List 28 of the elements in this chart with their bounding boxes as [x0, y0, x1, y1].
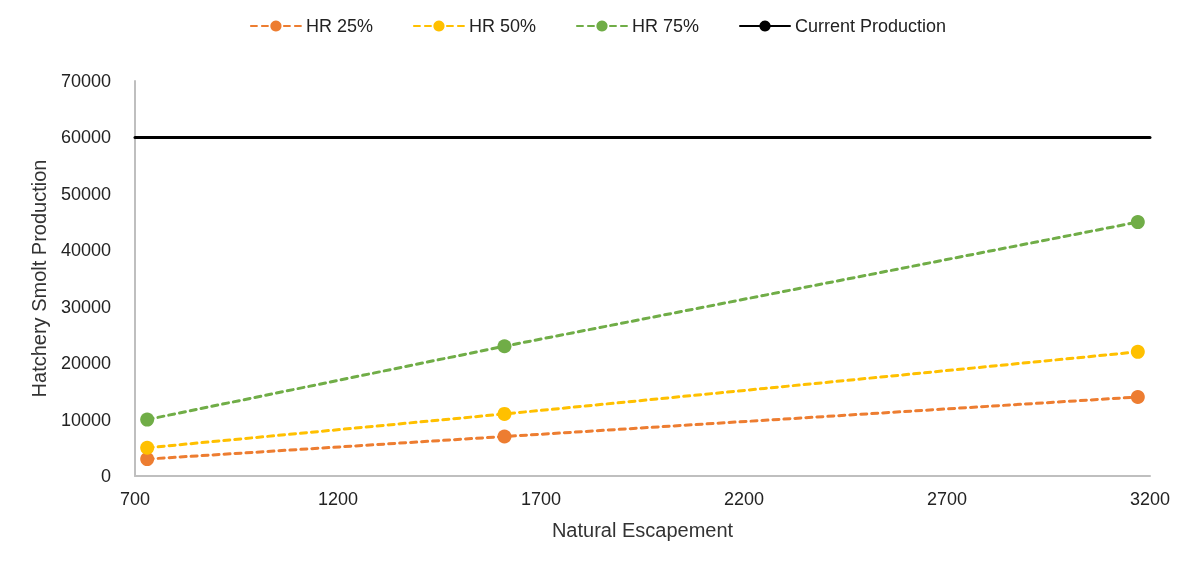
point	[497, 406, 512, 421]
point	[140, 412, 155, 427]
point	[140, 440, 155, 455]
legend-label: HR 75%	[631, 16, 700, 36]
point	[497, 429, 512, 444]
point	[497, 339, 512, 354]
x-axis-title: Natural Escapement	[551, 519, 734, 541]
y-tick-label: 50000	[60, 183, 111, 204]
y-tick-label: 40000	[60, 240, 111, 261]
y-tick-label: 70000	[60, 71, 111, 91]
y-axis-title: Hatchery Smolt Production	[28, 159, 50, 398]
y-tick-label: 0	[100, 466, 111, 486]
y-tick-label: 60000	[60, 127, 111, 148]
point	[1130, 215, 1145, 230]
y-tick-label: 20000	[60, 353, 111, 374]
legend-label: Current Production	[795, 16, 947, 36]
x-tick-label: 1200	[317, 489, 359, 509]
x-tick-label: 700	[119, 489, 151, 509]
point	[1130, 390, 1145, 404]
x-tick-label: 2700	[926, 489, 968, 509]
y-tick-label: 10000	[60, 409, 111, 430]
y-tick-label: 30000	[60, 296, 111, 317]
point	[1130, 344, 1145, 359]
legend-label: HR 50%	[468, 16, 536, 36]
x-tick-label: 1700	[520, 489, 562, 509]
x-tick-label: 2200	[723, 489, 765, 509]
legend-label: HR 25%	[305, 16, 373, 36]
x-tick-label: 3200	[1129, 489, 1171, 509]
